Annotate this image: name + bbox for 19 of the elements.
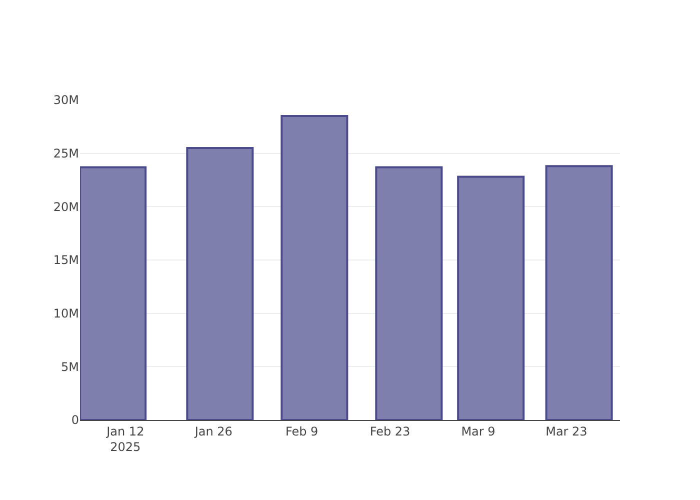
bar — [375, 166, 443, 420]
x-tick-label: Mar 9 — [461, 424, 496, 438]
y-tick-label: 25M — [53, 146, 79, 161]
y-tick-label: 0 — [71, 413, 79, 428]
x-tick-label: Feb 9 — [285, 424, 318, 438]
x-tick-label: Jan 12 2025 — [106, 424, 144, 454]
bar — [186, 147, 254, 420]
x-tick-label: Feb 23 — [370, 424, 410, 438]
bar — [80, 166, 147, 420]
bar — [545, 165, 613, 420]
y-tick-label: 20M — [53, 200, 79, 214]
x-tick-label: Jan 26 — [194, 424, 232, 438]
x-tick-label: Mar 23 — [546, 424, 588, 438]
y-tick-label: 10M — [53, 306, 79, 321]
y-tick-label: 30M — [53, 93, 79, 108]
y-tick-label: 5M — [61, 360, 79, 374]
bar — [457, 176, 525, 420]
bar — [280, 115, 348, 420]
y-tick-label: 15M — [53, 253, 79, 268]
